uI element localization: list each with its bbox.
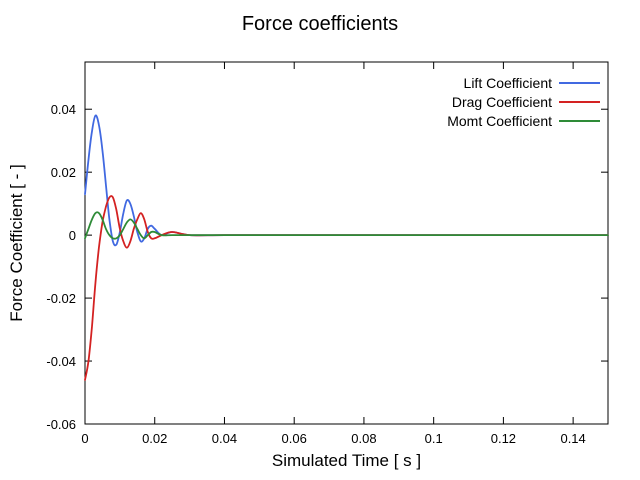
legend-label-0: Lift Coefficient <box>464 75 553 91</box>
x-tick-label: 0.06 <box>282 431 307 446</box>
x-tick-label: 0.04 <box>212 431 237 446</box>
x-tick-label: 0 <box>81 431 88 446</box>
x-tick-label: 0.1 <box>425 431 443 446</box>
y-tick-label: 0 <box>69 228 76 243</box>
y-tick-label: 0.02 <box>51 165 76 180</box>
x-tick-label: 0.14 <box>560 431 585 446</box>
legend-label-1: Drag Coefficient <box>452 94 552 110</box>
y-tick-label: -0.06 <box>46 417 76 432</box>
x-tick-label: 0.02 <box>142 431 167 446</box>
y-tick-label: -0.04 <box>46 354 76 369</box>
y-tick-label: 0.04 <box>51 102 76 117</box>
y-axis-label: Force Coefficient [ - ] <box>7 164 26 321</box>
series-line-1 <box>84 195 609 381</box>
x-tick-label: 0.08 <box>351 431 376 446</box>
plot-border <box>84 61 609 425</box>
series-line-0 <box>84 114 609 247</box>
x-tick-label: 0.12 <box>491 431 516 446</box>
legend-label-2: Momt Coefficient <box>447 113 552 129</box>
y-tick-label: -0.02 <box>46 291 76 306</box>
chart-title: Force coefficients <box>241 13 399 35</box>
series-line-2 <box>84 211 609 240</box>
x-axis-label: Simulated Time [ s ] <box>272 451 421 470</box>
